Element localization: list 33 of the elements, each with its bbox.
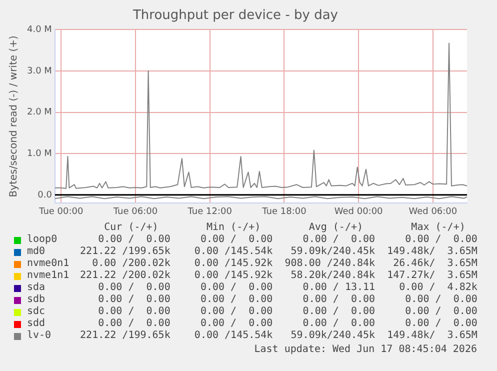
x-tick-label: Tue 06:00 (112, 206, 158, 217)
legend-label: loop0 (27, 234, 58, 246)
x-tick-label: Wed 00:00 (334, 206, 384, 217)
legend-label: nvme1n1 (27, 270, 70, 282)
x-tick-label: Tue 00:00 (38, 206, 84, 217)
text: 0.00 / 0.00 0.00 / 0.00 0.00 / 0.00 0.00 / 0.00 (97, 294, 478, 306)
y-tick-label: 0.0 (38, 190, 52, 200)
legend-label: sdb (27, 294, 46, 306)
text: 0.00 / 0.00 0.00 / 0.00 0.00 / 0.00 0.00 / 0.00 (97, 306, 478, 318)
y-tick-label: 3.0 M (26, 66, 52, 76)
x-tick-label: Tue 18:00 (261, 206, 307, 217)
legend-label: sdd (27, 318, 46, 330)
y-tick-label: 2.0 M (26, 108, 52, 118)
legend-label: md0 (27, 246, 46, 258)
text: Last update: Wed Jun 17 08:45:04 2026 (253, 344, 478, 356)
text: 0.00 / 0.00 0.00 / 0.00 0.00 / 13.11 0.00 / 4.82k (97, 282, 478, 294)
legend-label: sdc (27, 306, 46, 318)
y-axis-title: Bytes/second read (-) / write (+) (8, 36, 20, 198)
chart-title: Throughput per device - by day (132, 8, 338, 24)
legend-label: nvme0n1 (27, 258, 70, 270)
legend-label: lv-0 (27, 330, 52, 342)
text: Cur (-/+) Min (-/+) Avg (-/+) Max (-/+) (103, 222, 466, 234)
x-tick-label: Tue 12:00 (186, 206, 232, 217)
y-tick-label: 4.0 M (26, 24, 52, 35)
y-tick-label: 1.0 M (26, 148, 52, 159)
text: 0.00 /200.02k 0.00 /145.92k 908.00 /240.84k 26.46k/ 3.65M (91, 258, 478, 270)
text: 221.22 /200.02k 0.00 /145.92k 58.20k/240.84k 147.27k/ 3.65M (79, 270, 478, 282)
text: 221.22 /199.65k 0.00 /145.54k 59.09k/240.45k 149.48k/ 3.65M (79, 330, 478, 342)
text: 0.00 / 0.00 0.00 / 0.00 0.00 / 0.00 0.00 / 0.00 (97, 318, 478, 330)
legend-label: sda (27, 282, 46, 294)
text: 0.00 / 0.00 0.00 / 0.00 0.00 / 0.00 0.00 / 0.00 (97, 234, 478, 246)
text: 221.22 /199.65k 0.00 /145.54k 59.09k/240.45k 149.48k/ 3.65M (79, 246, 478, 258)
x-tick-label: Wed 06:00 (408, 206, 458, 217)
